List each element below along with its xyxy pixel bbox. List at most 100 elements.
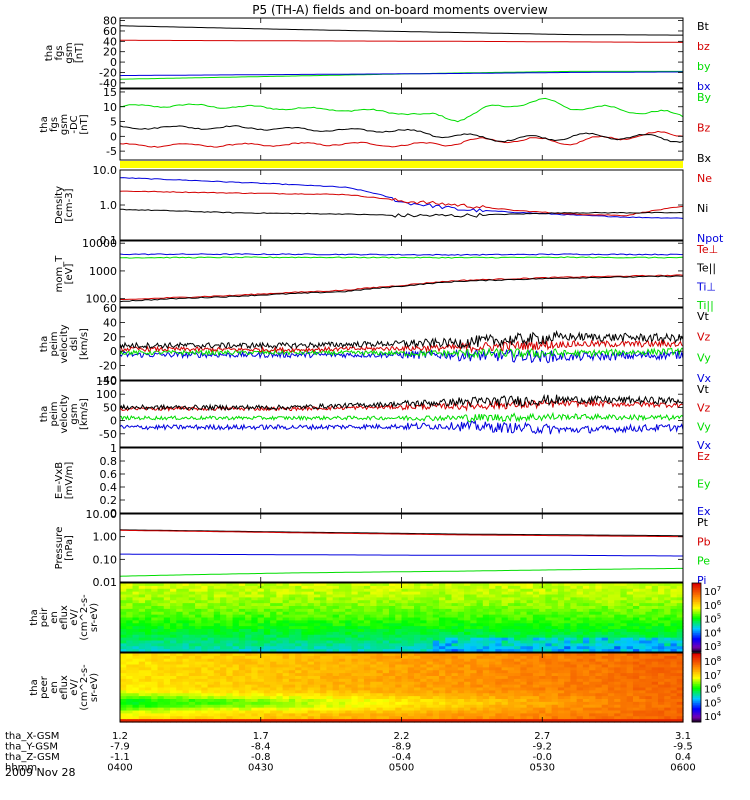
heatmap-cell (607, 617, 615, 621)
heatmap-cell (276, 594, 284, 598)
heatmap-cell (326, 640, 334, 644)
heatmap-cell (420, 704, 428, 709)
heatmap-cell (307, 646, 315, 650)
heatmap-cell (226, 687, 234, 691)
heatmap-cell (145, 678, 152, 683)
heatmap-cell (614, 704, 622, 709)
heatmap-cell (238, 603, 246, 607)
heatmap-cell (407, 661, 415, 666)
heatmap-cell (288, 719, 296, 723)
heatmap-cell (464, 653, 471, 657)
heatmap-cell (251, 687, 259, 691)
heatmap-cell (163, 667, 171, 671)
heatmap-cell (407, 594, 415, 598)
heatmap-cell (313, 583, 321, 587)
heatmap-cell (614, 713, 622, 717)
heatmap-cell (126, 667, 134, 671)
heatmap-cell (464, 664, 471, 668)
heatmap-cell (457, 611, 465, 616)
heatmap-cell (639, 699, 647, 703)
heatmap-cell (601, 681, 609, 686)
heatmap-cell (657, 684, 665, 689)
heatmap-cell (651, 634, 659, 639)
heatmap-cell (501, 676, 509, 680)
heatmap-cell (282, 684, 290, 689)
heatmap-cell (432, 653, 440, 657)
heatmap-cell (307, 681, 315, 686)
heatmap-cell (288, 620, 296, 624)
colorbar-segment (692, 615, 701, 618)
heatmap-cell (589, 637, 597, 642)
heatmap-cell (576, 676, 584, 680)
heatmap-cell (570, 667, 578, 671)
heatmap-cell (401, 681, 409, 686)
heatmap-cell (295, 704, 303, 709)
heatmap-cell (457, 719, 465, 723)
heatmap-cell (132, 614, 140, 619)
heatmap-cell (232, 701, 240, 706)
heatmap-cell (595, 664, 603, 668)
heatmap-cell (126, 713, 134, 717)
heatmap-cell (176, 637, 184, 642)
heatmap-cell (607, 716, 615, 720)
heatmap-cell (595, 716, 603, 720)
heatmap-cell (351, 719, 359, 723)
y-tick-label: -20 (99, 360, 117, 373)
heatmap-cell (295, 634, 303, 639)
heatmap-cell (176, 678, 184, 683)
heatmap-cell (351, 696, 359, 700)
heatmap-cell (382, 640, 390, 644)
y-axis-label-line: [nT] (74, 43, 85, 63)
heatmap-cell (270, 591, 277, 596)
heatmap-cell (501, 606, 509, 610)
heatmap-cell (257, 687, 265, 691)
heatmap-cell (376, 678, 384, 683)
heatmap-cell (651, 701, 659, 706)
heatmap-cell (564, 649, 571, 653)
y-tick-label: 60 (103, 302, 117, 315)
heatmap-cell (426, 673, 434, 677)
legend-entry-Ez: Ez (697, 450, 710, 463)
heatmap-cell (576, 653, 584, 657)
heatmap-cell (451, 696, 459, 700)
heatmap-cell (376, 606, 384, 610)
heatmap-cell (238, 710, 246, 714)
heatmap-cell (163, 597, 171, 601)
heatmap-cell (545, 710, 553, 714)
heatmap-cell (176, 658, 184, 663)
heatmap-cell (345, 690, 353, 694)
heatmap-cell (451, 661, 459, 666)
heatmap-cell (170, 710, 177, 714)
heatmap-cell (545, 640, 553, 644)
heatmap-cell (338, 661, 346, 666)
heatmap-cell (595, 681, 603, 686)
heatmap-cell (520, 687, 528, 691)
heatmap-cell (420, 710, 428, 714)
heatmap-cell (126, 678, 134, 683)
heatmap-cell (589, 597, 597, 601)
heatmap-cell (145, 664, 152, 668)
heatmap-cell (388, 623, 396, 627)
heatmap-cell (263, 583, 271, 587)
heatmap-cell (414, 626, 421, 630)
heatmap-cell (332, 588, 340, 593)
heatmap-cell (351, 661, 359, 666)
heatmap-cell (388, 670, 396, 674)
heatmap-cell (489, 696, 496, 700)
heatmap-cell (607, 640, 615, 644)
heatmap-cell (201, 701, 209, 706)
time-axis-value: -7.9 (110, 742, 130, 753)
heatmap-cell (351, 637, 359, 642)
heatmap-cell (313, 643, 321, 647)
heatmap-cell (207, 634, 215, 639)
heatmap-cell (226, 684, 234, 689)
heatmap-cell (207, 693, 215, 697)
heatmap-cell (138, 583, 146, 587)
y-tick-label: 0 (110, 345, 117, 358)
heatmap-cell (307, 594, 315, 598)
heatmap-cell (495, 719, 503, 723)
heatmap-cell (151, 678, 159, 683)
heatmap-cell (295, 643, 303, 647)
heatmap-cell (270, 631, 277, 636)
y-axis-label-line: fgs (54, 45, 65, 60)
